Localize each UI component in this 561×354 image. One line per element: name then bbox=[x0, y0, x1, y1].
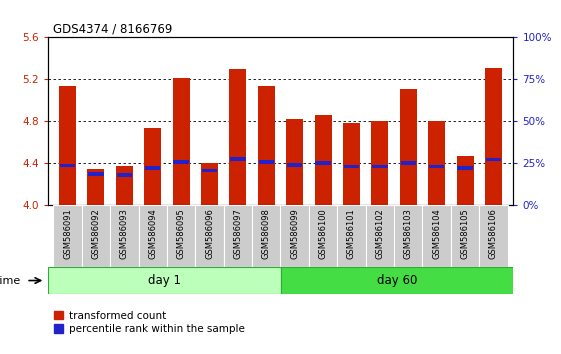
Text: GSM586095: GSM586095 bbox=[177, 209, 186, 259]
Bar bbox=[60, 164, 75, 167]
Text: GSM586092: GSM586092 bbox=[91, 209, 100, 259]
Text: GSM586101: GSM586101 bbox=[347, 209, 356, 259]
Bar bbox=[230, 157, 246, 161]
Text: GSM586106: GSM586106 bbox=[489, 209, 498, 259]
Bar bbox=[259, 160, 274, 164]
Text: GSM586099: GSM586099 bbox=[290, 209, 299, 259]
Text: day 60: day 60 bbox=[377, 274, 417, 287]
Bar bbox=[48, 267, 280, 294]
Text: GSM586104: GSM586104 bbox=[432, 209, 441, 259]
Bar bbox=[315, 161, 331, 165]
Bar bbox=[88, 172, 104, 176]
Bar bbox=[309, 205, 337, 267]
Bar bbox=[287, 163, 302, 167]
Bar bbox=[343, 123, 360, 205]
Bar bbox=[457, 156, 473, 205]
Text: GDS4374 / 8166769: GDS4374 / 8166769 bbox=[53, 22, 173, 35]
Bar bbox=[337, 205, 366, 267]
Bar bbox=[400, 88, 417, 205]
Text: day 1: day 1 bbox=[148, 274, 181, 287]
Text: GSM586096: GSM586096 bbox=[205, 209, 214, 259]
Bar bbox=[229, 69, 246, 205]
Text: GSM586091: GSM586091 bbox=[63, 209, 72, 259]
Bar bbox=[88, 169, 104, 205]
Bar bbox=[53, 205, 82, 267]
Text: GSM586093: GSM586093 bbox=[120, 209, 129, 259]
Bar bbox=[110, 205, 139, 267]
Bar bbox=[258, 86, 275, 205]
Bar bbox=[173, 78, 190, 205]
Text: GSM586097: GSM586097 bbox=[233, 209, 242, 259]
Bar bbox=[344, 165, 359, 168]
Bar bbox=[451, 205, 479, 267]
Bar bbox=[457, 166, 473, 170]
Text: time: time bbox=[0, 275, 21, 286]
Legend: transformed count, percentile rank within the sample: transformed count, percentile rank withi… bbox=[53, 310, 245, 335]
Bar bbox=[286, 119, 303, 205]
Bar bbox=[428, 121, 445, 205]
Bar bbox=[173, 160, 189, 164]
Bar bbox=[116, 166, 133, 205]
Bar bbox=[59, 86, 76, 205]
Bar bbox=[252, 205, 280, 267]
Bar bbox=[401, 161, 416, 165]
Bar bbox=[429, 165, 444, 168]
Bar bbox=[280, 205, 309, 267]
Bar bbox=[371, 121, 388, 205]
Bar bbox=[315, 115, 332, 205]
Bar bbox=[280, 267, 513, 294]
Bar bbox=[117, 173, 132, 177]
Bar bbox=[394, 205, 422, 267]
Bar bbox=[82, 205, 110, 267]
Text: GSM586100: GSM586100 bbox=[319, 209, 328, 259]
Bar bbox=[145, 166, 160, 170]
Bar bbox=[372, 165, 388, 168]
Bar bbox=[144, 127, 161, 205]
Bar bbox=[486, 158, 501, 161]
Bar bbox=[479, 205, 508, 267]
Text: GSM586103: GSM586103 bbox=[404, 209, 413, 259]
Bar bbox=[422, 205, 451, 267]
Bar bbox=[224, 205, 252, 267]
Text: GSM586098: GSM586098 bbox=[262, 209, 271, 259]
Bar bbox=[485, 68, 502, 205]
Bar bbox=[167, 205, 195, 267]
Bar bbox=[366, 205, 394, 267]
Bar bbox=[195, 205, 224, 267]
Text: GSM586102: GSM586102 bbox=[375, 209, 384, 259]
Bar bbox=[201, 163, 218, 205]
Text: GSM586094: GSM586094 bbox=[148, 209, 157, 259]
Bar bbox=[202, 169, 217, 172]
Text: GSM586105: GSM586105 bbox=[461, 209, 470, 259]
Bar bbox=[139, 205, 167, 267]
